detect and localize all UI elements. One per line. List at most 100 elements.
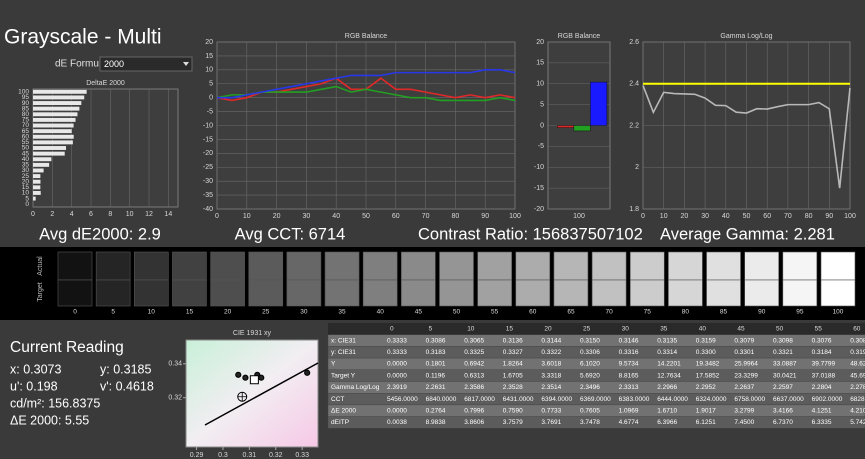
formula-value: 2000 (104, 59, 124, 69)
y-tick-label: 20 (22, 178, 30, 185)
bar (33, 95, 85, 100)
swatch-actual (553, 251, 589, 281)
bar (33, 123, 74, 128)
swatch-actual (324, 251, 360, 281)
table-cell: 0.3314 (657, 349, 677, 356)
swatch-label: 65 (567, 309, 575, 316)
y-tick-label: -10 (534, 164, 544, 171)
swatch-label: 55 (491, 309, 499, 316)
bar (33, 168, 44, 173)
x-tick-label: 100 (844, 213, 856, 220)
y-tick-label: -5 (207, 108, 213, 115)
reading-value: x: 0.3073 (10, 362, 61, 376)
plot-area (185, 339, 319, 448)
swatch-label: 90 (758, 309, 766, 316)
formula-dropdown[interactable] (99, 56, 193, 72)
table-cell: 0.3190 (850, 349, 865, 356)
row-label: Actual (37, 256, 44, 276)
chart-title: RGB Balance (558, 33, 601, 40)
y-tick-label: 85 (22, 105, 30, 112)
table-cell: 2.2597 (773, 384, 793, 391)
table-cell: 0.3184 (812, 349, 832, 356)
x-tick-label: 10 (660, 213, 668, 220)
swatch-label: 35 (338, 309, 346, 316)
table-cell: 2.3514 (541, 384, 561, 391)
swatch-label: 75 (644, 309, 652, 316)
swatch-actual (172, 251, 207, 281)
table-cell: 5.7428 (850, 419, 865, 426)
table-cell: 0.3076 (812, 337, 832, 344)
table-cell: 0.3327 (503, 349, 523, 356)
table-cell: 48.624 (850, 361, 865, 368)
page-title: Grayscale - Multi (4, 26, 162, 49)
table-cell: 0.3144 (541, 337, 561, 344)
y-tick-label: 50 (22, 145, 30, 152)
column-header: 45 (737, 326, 745, 333)
table-cell: 19.3482 (696, 361, 720, 368)
y-tick-label: -40 (203, 206, 213, 213)
table-cell: 14.2201 (657, 361, 681, 368)
y-tick-label: 0 (540, 122, 544, 129)
x-tick-label: 0 (31, 211, 35, 218)
table-cell: 3.4166 (773, 407, 793, 414)
swatch-label: 25 (262, 309, 270, 316)
table-cell: 4.2102 (850, 407, 865, 414)
y-tick-label: 15 (536, 60, 544, 67)
swatch-target (591, 279, 627, 307)
swatch-label: 85 (720, 309, 728, 316)
table-cell: 5456.0000 (387, 396, 418, 403)
table-cell: 0.3300 (696, 349, 716, 356)
x-tick-label: 70 (784, 213, 792, 220)
swatch-target (515, 279, 551, 307)
table-cell: 0.6313 (464, 372, 484, 379)
swatch-target (782, 279, 818, 307)
table-cell: 3.6018 (541, 361, 561, 368)
column-header: 15 (506, 326, 514, 333)
bar (33, 129, 72, 134)
table-cell: 6.1251 (696, 419, 716, 426)
y-tick-label: 0 (25, 201, 29, 208)
x-tick-label: 6 (89, 211, 93, 218)
table-cell: 12.7634 (657, 372, 681, 379)
chart-title: Gamma Log/Log (720, 33, 772, 40)
swatch-label: 15 (186, 309, 194, 316)
table-cell: 8.8165 (619, 372, 639, 379)
y-tick-label: 55 (22, 139, 30, 146)
swatch-target (706, 279, 741, 307)
x-tick-label: 80 (452, 213, 460, 220)
table-cell: 8.9838 (426, 419, 446, 426)
x-tick-label: 60 (392, 213, 400, 220)
swatch-actual (668, 251, 703, 281)
y-tick-label: 2.6 (629, 39, 639, 46)
table-cell: 3.3318 (541, 372, 561, 379)
column-header: 55 (815, 326, 823, 333)
y-tick-label: -35 (203, 192, 213, 199)
table-cell: 0.0000 (387, 407, 407, 414)
y-tick-label: 60 (22, 133, 30, 140)
y-tick-label: 45 (22, 150, 30, 157)
y-tick-label: 5 (25, 195, 29, 202)
x-tick-label: 4 (70, 211, 74, 218)
table-cell: 6369.0000 (580, 396, 611, 403)
bar (590, 81, 608, 126)
chart-title: DeltaE 2000 (86, 80, 125, 87)
y-tick-label: 40 (22, 156, 30, 163)
table-cell: 2.3919 (387, 384, 407, 391)
y-tick-label: -10 (203, 122, 213, 129)
swatch-actual (439, 251, 474, 281)
x-tick-label: 0 (215, 213, 219, 220)
bar (33, 134, 74, 139)
swatch-actual (629, 251, 665, 281)
swatch-target (248, 279, 284, 307)
bar (33, 179, 41, 184)
y-tick-label: 65 (22, 128, 30, 135)
row-label: dEITP (331, 419, 349, 426)
swatch-target (95, 279, 131, 307)
table-cell: 37.0188 (812, 372, 836, 379)
y-tick-label: -25 (203, 164, 213, 171)
y-tick-label: 10 (536, 81, 544, 88)
y-tick-label: 0 (209, 95, 213, 102)
chart-title: CIE 1931 xy (233, 330, 272, 337)
swatch-target (57, 279, 93, 307)
y-tick-label: -15 (203, 136, 213, 143)
